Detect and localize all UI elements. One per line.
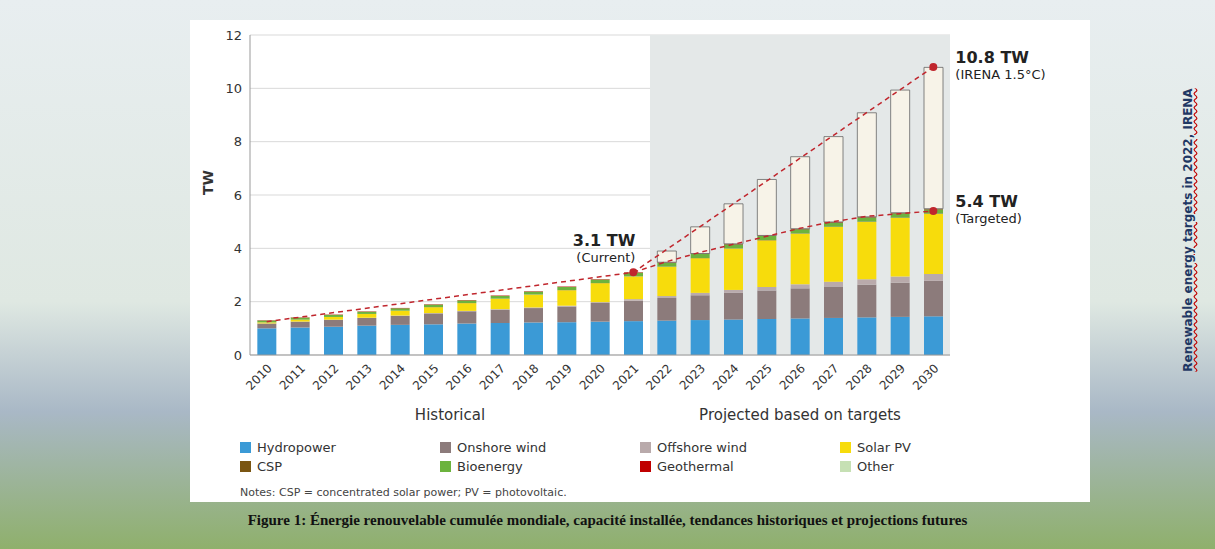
svg-text:TW: TW <box>200 170 216 195</box>
html-text:Renewable energy targets in 20: Renewable energy targets in 2022, IRENA <box>1181 88 1195 372</box>
svg-text:2018: 2018 <box>510 361 541 392</box>
svg-text:2015: 2015 <box>410 361 441 392</box>
html-text:Notes: CSP = concentrated sola: Notes: CSP = concentrated solar power; P… <box>240 486 567 499</box>
svg-text:2029: 2029 <box>877 361 908 392</box>
html-text:Solar PV: Solar PV <box>857 440 911 455</box>
svg-text:(Current): (Current) <box>576 250 635 265</box>
svg-text:2030: 2030 <box>910 361 941 392</box>
svg-text:2026: 2026 <box>777 361 808 392</box>
svg-text:2: 2 <box>234 294 242 309</box>
svg-text:2020: 2020 <box>577 361 608 392</box>
svg-text:2014: 2014 <box>377 361 408 392</box>
html-text:Hydropower: Hydropower <box>257 440 336 455</box>
svg-text:10: 10 <box>225 81 242 96</box>
svg-text:(Targeted): (Targeted) <box>955 211 1022 226</box>
svg-text:2022: 2022 <box>643 361 674 392</box>
svg-text:12: 12 <box>225 28 242 43</box>
svg-text:5.4 TW: 5.4 TW <box>955 192 1018 211</box>
svg-text:2028: 2028 <box>843 361 874 392</box>
svg-text:2027: 2027 <box>810 361 841 392</box>
svg-text:2019: 2019 <box>543 361 574 392</box>
svg-text:10.8 TW: 10.8 TW <box>955 48 1029 67</box>
html-text:Offshore wind: Offshore wind <box>657 440 748 455</box>
svg-text:2017: 2017 <box>477 361 508 392</box>
svg-text:2025: 2025 <box>743 361 774 392</box>
html-text:Bioenergy: Bioenergy <box>457 459 523 474</box>
svg-text:2024: 2024 <box>710 361 741 392</box>
svg-text:2013: 2013 <box>343 361 374 392</box>
svg-text:3.1 TW: 3.1 TW <box>573 231 636 250</box>
svg-text:2021: 2021 <box>610 361 641 392</box>
svg-text:2010: 2010 <box>243 361 274 392</box>
svg-text:4: 4 <box>234 241 242 256</box>
html-text:Geothermal: Geothermal <box>657 459 734 474</box>
html-text:Historical: Historical <box>414 406 486 424</box>
svg-text:0: 0 <box>234 348 242 363</box>
html-text:CSP: CSP <box>257 459 283 474</box>
html-text:Projected based on targets: Projected based on targets <box>699 406 901 424</box>
html-text:Other: Other <box>857 459 894 474</box>
svg-text:8: 8 <box>234 134 242 149</box>
svg-text:(IRENA 1.5°C): (IRENA 1.5°C) <box>955 67 1045 82</box>
html-text:Onshore wind: Onshore wind <box>457 440 547 455</box>
svg-text:2012: 2012 <box>310 361 341 392</box>
html-text:Figure 1: Énergie renouvelable: Figure 1: Énergie renouvelable cumulée m… <box>247 512 968 528</box>
svg-text:2011: 2011 <box>277 361 308 392</box>
svg-text:2023: 2023 <box>677 361 708 392</box>
svg-text:6: 6 <box>234 188 242 203</box>
svg-text:2016: 2016 <box>443 361 474 392</box>
